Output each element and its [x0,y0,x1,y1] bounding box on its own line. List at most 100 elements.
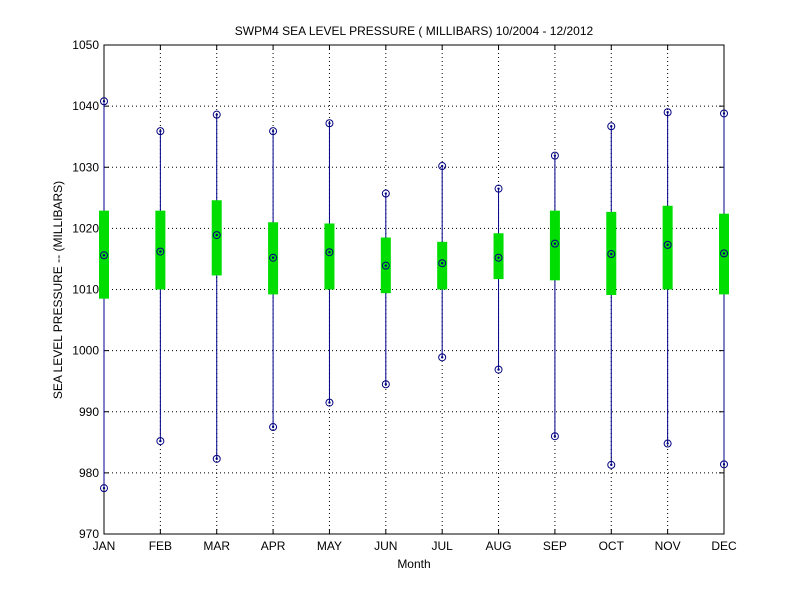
min-marker-aug [494,365,503,374]
y-tick-label: 980 [79,466,99,480]
max-marker-dot-apr [271,129,275,133]
median-marker-dot-nov [666,243,669,247]
y-tick-label: 1000 [72,344,99,358]
x-tick-label: JAN [93,539,116,553]
y-tick-label: 970 [79,527,99,541]
max-marker-sep [550,151,559,160]
x-tick-label: OCT [599,539,625,553]
max-marker-dot-jan [102,100,106,103]
max-marker-dot-jul [440,164,444,168]
min-marker-dot-aug [497,368,500,371]
median-marker-dot-jun [384,264,388,267]
max-marker-apr [269,127,278,136]
median-marker-dot-oct [610,252,613,256]
median-marker-jul [438,259,447,268]
min-marker-dec [720,460,728,469]
x-tick-label: NOV [655,539,681,553]
data-marks [99,97,729,493]
x-tick-label: FEB [149,539,172,553]
iqr-box-sep [549,210,560,281]
max-marker-dot-feb [159,129,162,133]
y-tick-label: 1040 [72,99,99,113]
median-marker-dot-mar [215,233,218,237]
x-tick-label: JUN [374,539,397,553]
min-marker-dot-nov [666,442,669,445]
min-marker-dot-oct [610,463,613,467]
median-marker-nov [663,240,672,249]
max-marker-dot-dec [722,112,726,115]
y-axis-ticks: 970 980 990 1000 1010 1020 1030 1040 1050 [72,38,724,541]
median-marker-jun [381,261,390,270]
max-marker-dot-mar [215,113,218,116]
min-marker-sep [550,432,559,441]
median-marker-dot-dec [722,252,726,255]
median-marker-dot-sep [553,242,557,245]
median-marker-dot-apr [271,256,275,259]
max-marker-dec [720,109,728,118]
min-marker-jan [100,484,108,493]
median-marker-jan [100,251,108,260]
median-marker-dec [720,249,728,258]
y-tick-label: 1010 [72,283,99,297]
min-marker-dot-feb [159,439,162,443]
min-marker-dot-may [328,401,331,404]
min-marker-dot-dec [722,463,726,466]
x-tick-label: MAY [317,539,342,553]
grid-lines [104,45,724,534]
x-tick-label: APR [261,539,286,553]
x-tick-label: AUG [486,539,512,553]
median-marker-dot-may [328,251,331,254]
x-tick-label: MAR [203,539,230,553]
max-marker-dot-oct [610,125,613,128]
max-marker-may [325,119,334,128]
max-marker-feb [156,127,165,136]
median-marker-aug [494,253,503,262]
max-marker-dot-jun [384,192,388,195]
y-axis-label: SEA LEVEL PRESSURE -- (MILLIBARS) [51,181,65,399]
max-marker-nov [663,108,672,117]
max-marker-mar [212,110,221,119]
max-marker-jan [100,97,108,106]
median-marker-dot-aug [497,256,500,259]
y-tick-label: 1030 [72,160,99,174]
iqr-box-jul [437,241,448,290]
max-marker-jun [381,189,390,198]
median-marker-dot-feb [159,250,162,253]
min-marker-feb [156,437,165,446]
min-marker-may [325,398,334,407]
median-marker-feb [156,247,165,256]
x-tick-label: DEC [711,539,737,553]
min-marker-mar [212,454,221,463]
max-marker-dot-may [328,122,331,125]
iqr-box-mar [211,200,222,276]
median-marker-sep [550,239,559,248]
x-axis-ticks: JAN FEB MAR APR MAY JUN JUL AUG SEP OCT NOV DEC [93,45,737,553]
iqr-box-feb [155,210,166,290]
min-marker-dot-jul [440,356,444,359]
min-marker-apr [269,423,278,432]
chart-title: SWPM4 SEA LEVEL PRESSURE ( MILLIBARS) 10… [235,24,594,38]
min-marker-jul [438,353,447,362]
median-marker-oct [607,250,616,259]
y-tick-label: 990 [79,405,99,419]
max-marker-aug [494,184,503,193]
min-marker-dot-jan [102,486,106,490]
median-marker-may [325,248,334,257]
max-marker-dot-aug [497,187,500,190]
min-marker-jun [381,380,390,389]
y-tick-label: 1050 [72,38,99,52]
x-axis-label: Month [397,557,430,571]
median-marker-dot-jan [102,254,106,257]
y-tick-label: 1020 [72,221,99,235]
min-marker-dot-mar [215,457,218,461]
iqr-box-aug [493,233,504,280]
x-tick-label: JUL [432,539,454,553]
min-marker-dot-sep [553,435,557,438]
median-marker-apr [269,253,278,262]
iqr-box-may [324,223,335,290]
max-marker-dot-nov [666,111,669,114]
max-marker-dot-sep [553,154,557,157]
min-marker-nov [663,439,672,448]
iqr-box-nov [662,205,673,290]
